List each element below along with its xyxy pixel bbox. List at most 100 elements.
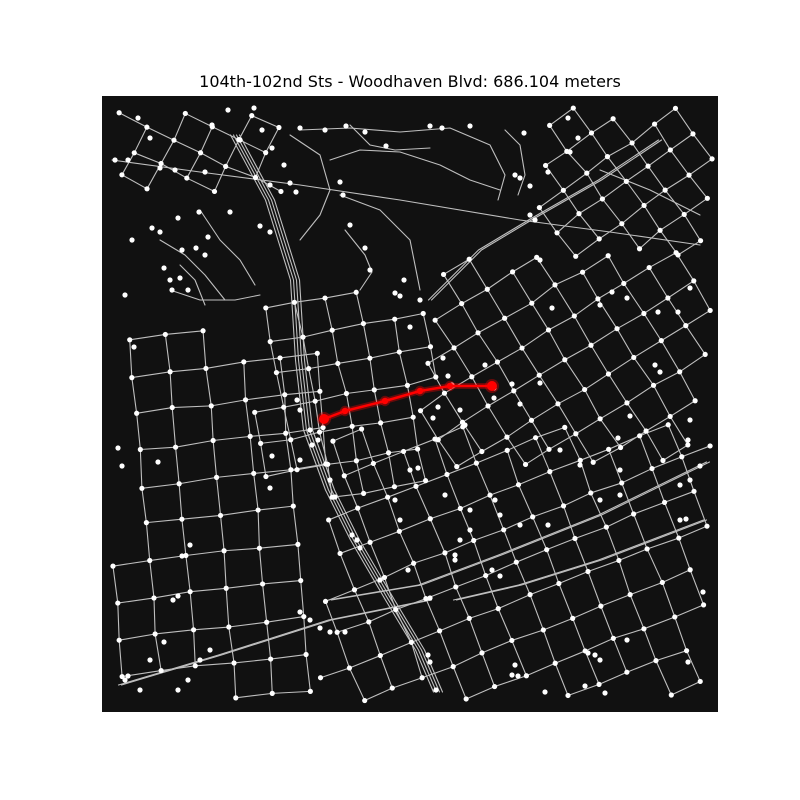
node <box>175 593 181 599</box>
street-segment <box>171 405 212 409</box>
node <box>340 192 346 198</box>
node <box>687 567 693 573</box>
node <box>655 309 661 315</box>
street-segment <box>154 633 162 672</box>
street-segment <box>481 436 508 453</box>
node <box>596 236 602 242</box>
node <box>457 537 463 543</box>
node <box>676 535 682 541</box>
street-segment <box>393 480 427 488</box>
street-segment <box>504 317 523 349</box>
node <box>268 656 274 662</box>
street-segment <box>171 406 177 448</box>
node <box>577 462 583 468</box>
node <box>287 180 293 186</box>
street-segment <box>663 490 695 503</box>
street-segment <box>164 330 204 335</box>
node <box>119 172 125 178</box>
street-segment <box>443 273 463 305</box>
node <box>668 692 674 698</box>
node <box>707 443 713 449</box>
street-segment <box>439 617 470 632</box>
node <box>290 503 296 509</box>
street-segment <box>532 505 565 518</box>
street-segment <box>643 204 661 231</box>
street-segment <box>679 353 706 373</box>
street-segment <box>621 482 635 515</box>
street-segment <box>318 431 329 465</box>
street-segment <box>531 302 550 331</box>
street-segment <box>631 123 656 144</box>
node <box>629 140 635 146</box>
route-path <box>317 379 499 426</box>
street-segment <box>270 653 307 660</box>
node <box>585 568 591 575</box>
boulevard-lane <box>235 134 441 693</box>
node <box>665 295 671 301</box>
boulevard-lane <box>455 519 708 601</box>
node <box>207 647 213 653</box>
node <box>562 424 568 430</box>
street-segment <box>667 424 683 458</box>
street-segment <box>607 255 625 285</box>
node <box>413 483 419 489</box>
street-segment <box>643 189 666 206</box>
street-segment <box>562 492 592 507</box>
node <box>657 369 663 375</box>
route-origin <box>319 414 329 424</box>
street-segment <box>275 372 285 408</box>
street-segment <box>477 332 498 363</box>
street-segment <box>669 400 696 417</box>
node <box>502 315 508 321</box>
street-segment <box>290 439 298 471</box>
node <box>645 163 651 169</box>
node <box>325 461 331 467</box>
node <box>690 131 696 137</box>
street-segment <box>173 112 186 141</box>
street-segment <box>584 650 600 685</box>
node <box>175 215 181 221</box>
street-segment <box>285 427 324 434</box>
street-segment <box>308 368 316 402</box>
street-segment <box>538 359 566 376</box>
node <box>407 324 413 330</box>
street-segment <box>607 356 635 375</box>
street-segment <box>324 297 333 331</box>
street-segment <box>453 347 473 378</box>
node <box>479 448 485 455</box>
street-segment <box>529 594 544 631</box>
street-segment <box>686 650 701 682</box>
street-segment <box>693 280 711 311</box>
street-segment <box>592 446 622 463</box>
node <box>641 310 647 317</box>
street-segment <box>547 329 566 361</box>
boulevard-lane <box>117 599 430 686</box>
street-segment <box>131 377 138 414</box>
node <box>392 290 398 296</box>
node <box>433 687 439 693</box>
node <box>437 628 443 634</box>
node <box>595 296 601 302</box>
node <box>252 174 259 181</box>
street-segment <box>652 371 681 386</box>
street-segment <box>547 315 575 331</box>
node <box>546 446 552 452</box>
node <box>171 137 177 143</box>
street-segment <box>638 229 661 250</box>
node <box>255 507 261 513</box>
node <box>463 696 469 702</box>
park-path <box>299 127 506 201</box>
street-segment <box>586 156 609 174</box>
node <box>542 162 549 169</box>
node <box>536 372 542 378</box>
node <box>439 125 445 131</box>
street-segment <box>590 118 614 134</box>
node <box>184 175 190 181</box>
node <box>650 382 657 388</box>
street-segment <box>133 152 162 165</box>
street-segment <box>663 501 680 539</box>
node <box>301 613 307 620</box>
node <box>225 107 231 113</box>
node <box>401 277 407 283</box>
street-segment <box>348 667 366 702</box>
